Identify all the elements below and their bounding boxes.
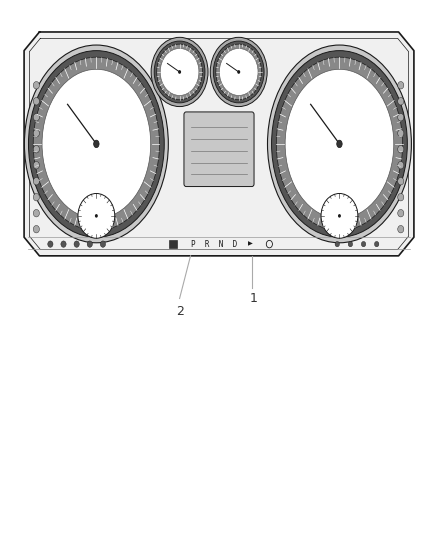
Circle shape [398,130,404,137]
Circle shape [61,241,66,247]
Circle shape [48,241,53,247]
Circle shape [210,37,267,107]
Circle shape [160,49,199,95]
Ellipse shape [42,69,151,219]
Text: 1: 1 [249,292,257,305]
Circle shape [219,49,258,95]
Circle shape [33,130,39,137]
Ellipse shape [337,140,342,148]
Circle shape [348,241,353,247]
Circle shape [33,193,39,201]
Circle shape [78,193,115,238]
Ellipse shape [94,140,99,148]
Circle shape [398,114,404,121]
Circle shape [100,241,106,247]
Text: 2: 2 [176,305,184,318]
Circle shape [151,37,208,107]
Circle shape [74,241,79,247]
Circle shape [33,177,39,185]
Circle shape [33,98,39,105]
Circle shape [335,241,339,247]
Ellipse shape [28,51,164,237]
Circle shape [398,177,404,185]
Ellipse shape [33,57,159,231]
Circle shape [33,146,39,153]
Circle shape [361,241,366,247]
Circle shape [33,82,39,89]
Circle shape [33,209,39,217]
FancyBboxPatch shape [184,112,254,187]
Ellipse shape [276,57,403,231]
Circle shape [33,114,39,121]
Circle shape [374,241,379,247]
Ellipse shape [25,45,168,243]
Ellipse shape [285,69,394,219]
Circle shape [321,193,358,238]
Circle shape [216,44,261,100]
Circle shape [157,44,202,100]
Circle shape [33,225,39,233]
Circle shape [398,98,404,105]
Circle shape [178,70,181,74]
Circle shape [398,193,404,201]
FancyBboxPatch shape [169,240,177,248]
Circle shape [95,214,98,217]
Circle shape [398,146,404,153]
Text: ▶: ▶ [248,241,253,247]
Circle shape [87,241,92,247]
Circle shape [398,225,404,233]
Circle shape [33,161,39,169]
Text: P  R  N  D: P R N D [191,240,238,248]
Circle shape [154,41,205,103]
Circle shape [398,82,404,89]
Circle shape [398,209,404,217]
Circle shape [338,214,341,217]
Polygon shape [24,32,414,256]
Ellipse shape [268,45,411,243]
Ellipse shape [272,51,407,237]
Circle shape [398,161,404,169]
Circle shape [213,41,264,103]
Circle shape [237,70,240,74]
